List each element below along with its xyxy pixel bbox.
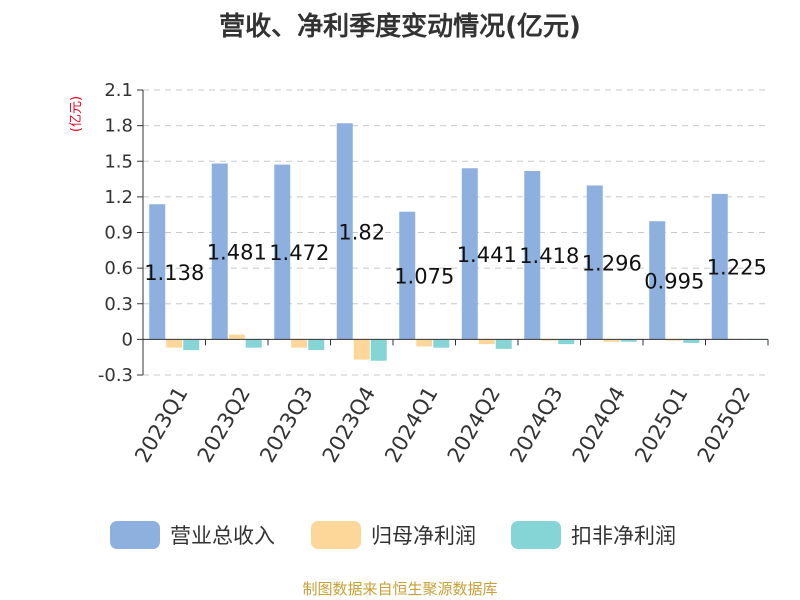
bar-series-1-2023Q2 [228,334,245,340]
bar-series-0-2023Q3 [274,164,291,340]
y-tick-label: 0.6 [104,258,133,279]
legend-item[interactable]: 扣非净利润 [511,521,676,549]
bar-series-2-2024Q2 [495,339,512,349]
bar-series-2-2024Q1 [433,339,450,348]
bar-series-2-2025Q1 [683,339,700,343]
bar-series-0-2025Q2 [711,193,728,340]
data-label: 1.075 [394,265,454,289]
legend-swatch [110,521,160,549]
y-tick-label: 1.8 [104,116,133,137]
y-tick-label: 0 [122,329,133,350]
legend-item[interactable]: 归母净利润 [311,521,476,549]
x-tick-label: 2023Q3 [255,383,317,467]
grid-layer [143,89,768,376]
bar-series-2-2024Q3 [558,339,575,345]
bar-series-0-2023Q4 [336,123,353,340]
x-tick-label: 2023Q4 [318,383,380,467]
bar-series-1-2024Q2 [478,339,495,345]
legend-swatch [311,521,361,549]
x-tick-label: 2025Q2 [693,383,755,467]
bar-series-1-2023Q3 [291,339,308,348]
y-axis-unit-label: (亿元) [69,96,84,132]
y-tick-label: 0.9 [104,223,133,244]
y-tick-label: 1.5 [104,151,133,172]
bar-series-1-2023Q1 [166,339,183,348]
data-label: 1.82 [338,220,385,244]
legend-swatch [511,521,561,549]
x-tick-label: 2024Q1 [380,383,442,467]
bar-series-0-2024Q3 [524,170,541,340]
bar-layer [149,123,762,361]
bar-series-0-2025Q1 [649,221,666,340]
legend: 营业总收入 归母净利润 扣非净利润 [110,521,676,549]
legend-label: 归母净利润 [371,524,476,548]
y-tick-label: 0.3 [104,294,133,315]
chart-title: 营收、净利季度变动情况(亿元) [219,11,581,42]
data-label: 1.138 [144,261,204,285]
y-tick-label: -0.3 [98,365,133,386]
x-tick-label: 2025Q1 [630,383,692,467]
bar-series-2-2023Q2 [245,339,262,348]
legend-label: 扣非净利润 [571,524,676,548]
x-tick-label: 2024Q4 [568,383,630,467]
x-tick-label: 2023Q1 [130,383,192,467]
data-label: 0.995 [644,269,704,293]
bar-series-0-2024Q4 [586,185,603,340]
source-note: 制图数据来自恒生聚源数据库 [302,580,497,598]
x-tick-label: 2024Q2 [443,383,505,467]
data-label: 1.225 [707,256,767,280]
y-tick-label: 1.2 [104,187,133,208]
bar-series-2-2023Q3 [308,339,325,351]
y-tick-label: 2.1 [104,80,133,101]
x-tick-label: 2023Q2 [193,383,255,467]
data-label: 1.418 [519,244,579,268]
data-label: 1.481 [207,240,267,264]
data-label: 1.296 [582,251,642,275]
bar-series-1-2024Q3 [541,339,558,341]
x-tick-label: 2024Q3 [505,383,567,467]
bar-series-2-2023Q1 [183,339,200,351]
bar-series-1-2024Q1 [416,339,433,347]
bar-series-1-2024Q4 [603,339,620,342]
bar-series-0-2023Q2 [211,163,228,340]
bar-series-2-2023Q4 [370,339,387,361]
bar-series-0-2024Q2 [461,168,478,340]
data-label: 1.441 [457,243,517,267]
bar-series-0-2023Q1 [149,204,166,340]
bar-series-2-2024Q4 [620,339,637,342]
bar-series-0-2024Q1 [399,211,416,340]
legend-item[interactable]: 营业总收入 [110,521,275,549]
legend-label: 营业总收入 [170,524,275,548]
data-label: 1.472 [269,241,329,265]
bar-series-1-2025Q1 [666,339,683,341]
bar-series-1-2023Q4 [353,339,370,360]
